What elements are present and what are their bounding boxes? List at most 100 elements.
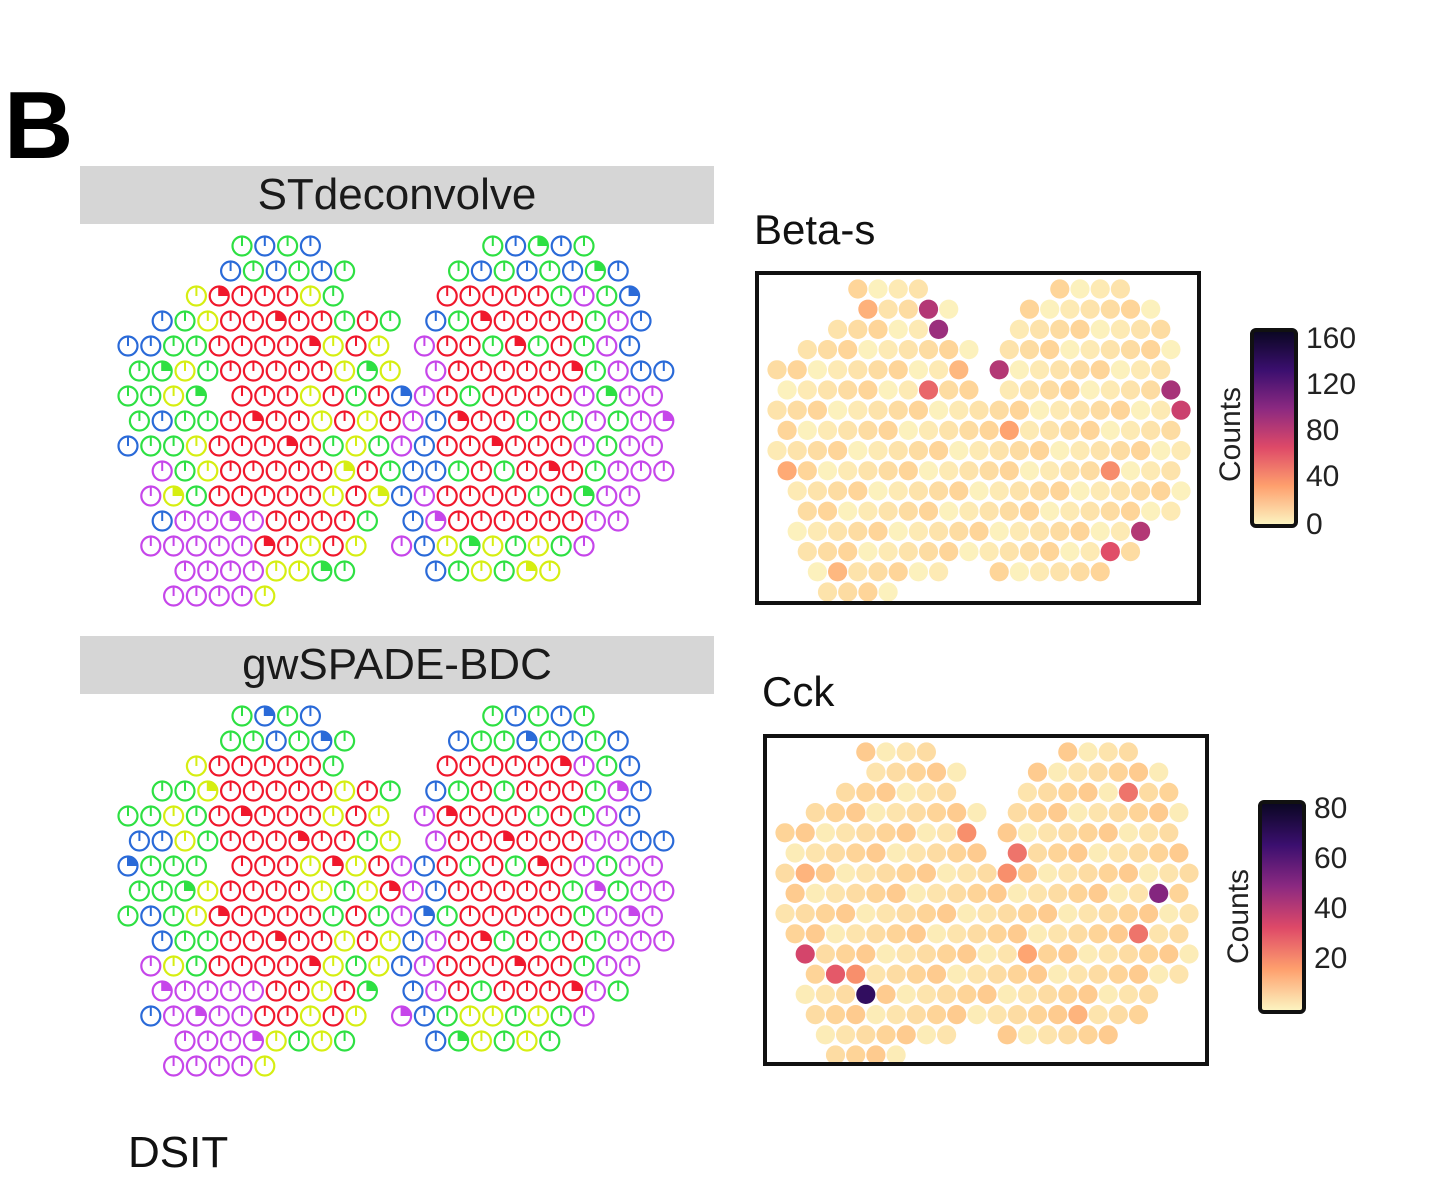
pie-spot (197, 930, 219, 952)
pie-spot (630, 930, 652, 952)
expression-spot (957, 944, 977, 964)
pie-spot (288, 460, 310, 482)
expression-spot (1060, 461, 1080, 481)
expression-spot (957, 904, 977, 924)
pie-spot (231, 335, 253, 357)
pie-spot (277, 385, 299, 407)
expression-spot (959, 542, 979, 562)
expression-spot (787, 441, 807, 461)
expression-spot (929, 441, 949, 461)
pie-spot (413, 805, 435, 827)
expression-spot (937, 1025, 957, 1045)
pie-spot (550, 235, 572, 257)
expression-spot (876, 1025, 896, 1045)
pie-spot (151, 930, 173, 952)
expression-spot (878, 340, 898, 360)
expression-spot (1027, 924, 1048, 944)
pie-spot (265, 560, 287, 582)
expression-spot (989, 400, 1009, 420)
pie-spot (117, 905, 139, 927)
expression-spot (896, 823, 916, 843)
expression-spot (1007, 803, 1027, 823)
expression-spot (807, 400, 827, 420)
pie-spot (391, 1005, 413, 1027)
pie-spot (379, 880, 401, 902)
pie-spot (482, 435, 504, 457)
pie-spot (448, 310, 470, 332)
expression-spot (989, 481, 1009, 501)
pie-spot (162, 955, 185, 977)
pie-spot (573, 905, 595, 927)
expression-spot (1078, 944, 1098, 964)
pie-spot (573, 755, 595, 777)
pie-spot (185, 955, 208, 977)
expression-spot (1038, 823, 1058, 843)
pie-spot (391, 485, 413, 507)
pie-spot (254, 285, 276, 307)
pie-spot (311, 360, 333, 382)
expression-spot (1090, 400, 1110, 420)
pie-spot (277, 805, 299, 827)
pie-spot (242, 510, 264, 532)
pie-spot (527, 485, 549, 507)
pie-spot (334, 360, 356, 382)
pie-spot (425, 880, 447, 902)
pie-spot (470, 880, 492, 902)
pie-spot (265, 980, 287, 1002)
expression-spot (1088, 964, 1108, 984)
pie-spot (413, 485, 435, 507)
expression-spot (868, 279, 888, 299)
pie-spot (402, 410, 424, 432)
pie-spot (242, 730, 264, 752)
expression-spot (1070, 562, 1090, 582)
expression-spot (815, 984, 835, 1004)
expression-spot (1169, 843, 1189, 863)
pie-spot (220, 510, 242, 532)
pie-spot (641, 385, 664, 407)
pie-spot (584, 260, 607, 282)
expression-spot (1128, 924, 1149, 944)
pie-spot (197, 510, 219, 532)
expression-spot (1088, 843, 1108, 863)
pie-spot (185, 805, 208, 827)
expression-spot (969, 441, 989, 461)
expression-spot (1007, 843, 1027, 863)
pie-spot (151, 830, 173, 852)
expression-spot (807, 562, 827, 582)
pie-spot (562, 980, 584, 1002)
expression-spot (997, 823, 1017, 843)
expression-spot (939, 542, 959, 562)
expression-spot (1080, 380, 1100, 400)
expression-spot (848, 360, 868, 380)
pie-spot (334, 980, 356, 1002)
expression-spot (1090, 562, 1110, 582)
expression-spot (1161, 461, 1181, 481)
pie-spot (208, 335, 230, 357)
expression-spot (1019, 420, 1040, 440)
pie-spot (607, 510, 629, 532)
expression-spot (1040, 542, 1060, 562)
expression-spot (959, 461, 979, 481)
pie-spot (345, 535, 367, 557)
pie-spot (254, 385, 276, 407)
expression-spot (1017, 1025, 1037, 1045)
expression-spot (1070, 441, 1090, 461)
pie-spot (231, 585, 253, 607)
expression-spot (1030, 481, 1050, 501)
pie-spot (162, 1005, 185, 1027)
expression-spot (1110, 319, 1130, 339)
chart-title-beta-s: Beta-s (754, 206, 876, 253)
expression-plot-cck (763, 734, 1209, 1066)
pie-spot (573, 435, 595, 457)
expression-spot (1131, 441, 1151, 461)
pie-spot (470, 830, 492, 852)
expression-spot (1068, 964, 1088, 984)
expression-spot (858, 380, 878, 400)
pie-spot (311, 880, 333, 902)
expression-spot (848, 481, 868, 501)
expression-spot (886, 762, 906, 782)
pie-spot (174, 460, 196, 482)
pie-spot (185, 905, 208, 927)
pie-spot (630, 310, 652, 332)
expression-spot (868, 521, 888, 541)
